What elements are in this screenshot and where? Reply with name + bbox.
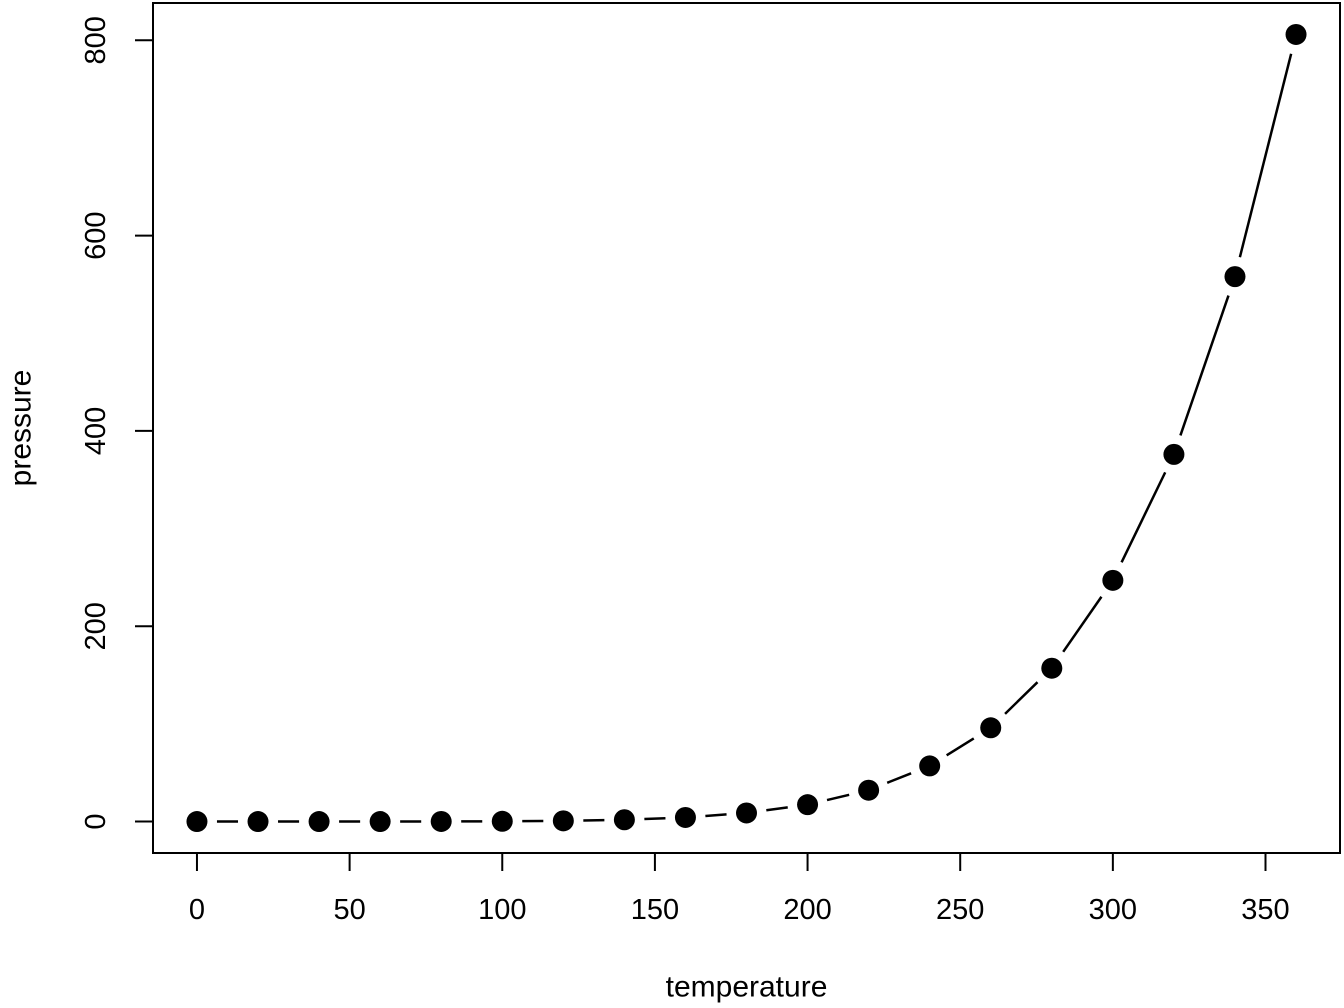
x-tick-label: 350 [1241, 894, 1289, 926]
x-tick-label: 150 [631, 894, 679, 926]
data-point [491, 810, 513, 832]
series-segment [1179, 295, 1230, 436]
data-point [369, 811, 391, 833]
series-segment [826, 793, 850, 802]
series-segment [1120, 471, 1167, 563]
y-tick-label: 600 [80, 211, 112, 259]
data-point [919, 755, 941, 777]
data-point [1041, 657, 1063, 679]
x-tick-label: 50 [333, 894, 365, 926]
data-point [308, 811, 330, 833]
x-tick-label: 300 [1089, 894, 1137, 926]
data-point [1285, 23, 1307, 45]
series-line-segments [216, 53, 1293, 823]
series-segment [766, 806, 788, 812]
data-point [736, 802, 757, 824]
y-tick-label: 0 [80, 813, 112, 829]
data-point [1163, 443, 1185, 465]
x-axis: 0 50 100 150 200 250 300 350 [189, 853, 1290, 926]
x-tick-label: 250 [936, 894, 984, 926]
x-axis-title: temperature [666, 971, 828, 1004]
data-point [430, 810, 452, 832]
data-point [858, 779, 880, 801]
x-tick-label: 100 [478, 894, 526, 926]
data-point [980, 717, 1002, 739]
data-point [1102, 569, 1124, 591]
data-point [1224, 266, 1246, 288]
x-tick-label: 0 [189, 894, 205, 926]
series-segment [1004, 681, 1039, 715]
data-point [797, 794, 819, 816]
data-point [674, 806, 696, 828]
series-segment [1238, 53, 1293, 258]
data-point [247, 811, 269, 833]
series-segment [705, 813, 727, 818]
x-tick-label: 200 [783, 894, 831, 926]
series-segment [886, 772, 912, 784]
data-point [552, 810, 574, 832]
y-axis-title: pressure [5, 370, 38, 487]
y-axis: 0 200 400 600 800 [80, 16, 153, 830]
y-tick-label: 800 [80, 16, 112, 64]
y-tick-label: 200 [80, 602, 112, 650]
series-segment [945, 737, 975, 757]
plot-box [152, 2, 1341, 854]
data-point [186, 811, 208, 833]
y-tick-label: 400 [80, 407, 112, 455]
data-point [613, 809, 635, 831]
series-data-points [186, 23, 1307, 833]
series-segment [1062, 596, 1103, 653]
series-segment [644, 816, 666, 821]
